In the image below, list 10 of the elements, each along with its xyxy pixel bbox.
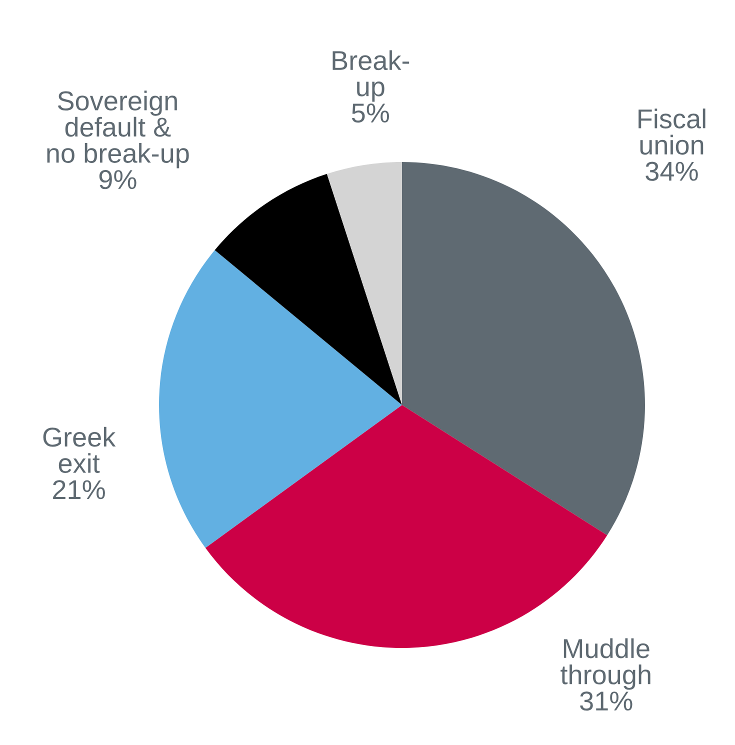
- slice-label: Break- up: [332, 50, 410, 102]
- data-label: 34%: [646, 162, 698, 181]
- data-label: 21%: [53, 480, 105, 500]
- slice-label: Fiscal union: [638, 108, 706, 155]
- data-label: 5%: [352, 104, 390, 123]
- data-label: 9%: [99, 170, 136, 190]
- slice-label: Sovereign default & no break-up: [47, 90, 189, 168]
- slice-label: Muddle through: [560, 638, 650, 690]
- slice-label: Greek exit: [43, 426, 116, 474]
- data-label: 31%: [580, 691, 632, 711]
